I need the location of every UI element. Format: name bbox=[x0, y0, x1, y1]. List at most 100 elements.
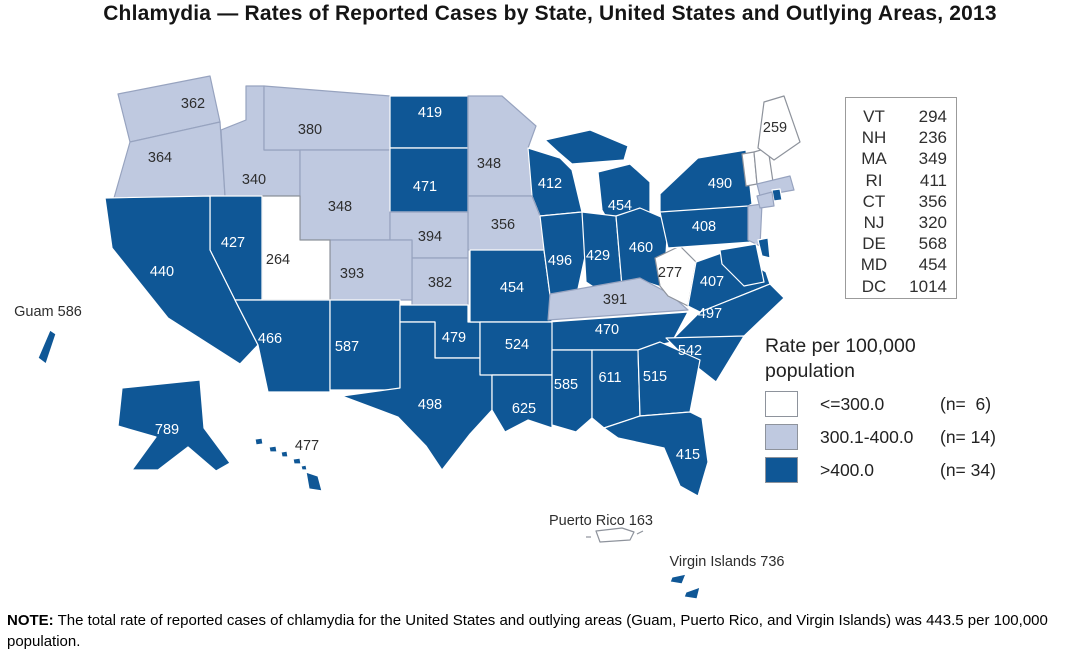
state-mt-shape bbox=[263, 85, 391, 151]
state-value-oh: 460 bbox=[628, 239, 654, 256]
state-ny-shape bbox=[659, 149, 753, 213]
state-hi-island-6 bbox=[305, 471, 323, 492]
state-al-shape bbox=[591, 349, 641, 429]
legend-swatch-low bbox=[765, 391, 798, 417]
territory-puerto-rico-shape bbox=[595, 527, 635, 543]
state-value-va: 407 bbox=[699, 273, 725, 290]
inset-abbr: DC bbox=[861, 276, 887, 296]
note-text: The total rate of reported cases of chla… bbox=[7, 612, 1048, 650]
state-md-shape bbox=[719, 243, 765, 287]
state-wy-shape bbox=[299, 149, 391, 241]
state-value-id: 340 bbox=[241, 171, 267, 188]
state-ms-shape bbox=[551, 349, 593, 433]
territory-virgin-islands-shape-2 bbox=[683, 586, 701, 600]
state-value-ny: 490 bbox=[707, 175, 733, 192]
state-value-me: 259 bbox=[762, 119, 788, 136]
state-value-or: 364 bbox=[147, 149, 173, 166]
state-value-az: 466 bbox=[257, 330, 283, 347]
state-hi-island-1 bbox=[254, 437, 264, 446]
state-value-tx: 498 bbox=[417, 396, 443, 413]
state-value-mo: 454 bbox=[499, 279, 525, 296]
state-value-wv: 277 bbox=[657, 264, 683, 281]
legend-title-line2: population bbox=[765, 360, 855, 382]
state-value-mt: 380 bbox=[297, 121, 323, 138]
northeast-values-rows: VT 294 NH 236 MA 349 RI 411 CT 356 NJ 320 DE 568 MD 454… bbox=[851, 106, 947, 297]
inset-value: 320 bbox=[918, 213, 947, 233]
state-ak-shape bbox=[117, 379, 231, 472]
inset-abbr: NJ bbox=[863, 213, 885, 233]
state-value-il: 496 bbox=[547, 252, 573, 269]
state-fl-shape bbox=[603, 411, 709, 497]
state-value-ia: 356 bbox=[490, 216, 516, 233]
legend-title-line1: Rate per 100,000 bbox=[765, 335, 916, 357]
inset-row-ri: RI 411 bbox=[851, 170, 948, 191]
state-value-nv: 427 bbox=[220, 234, 246, 251]
state-ct-shape bbox=[756, 191, 775, 209]
state-value-nc: 497 bbox=[697, 305, 723, 322]
state-value-hi: 477 bbox=[294, 437, 320, 454]
state-ga-shape bbox=[637, 341, 701, 417]
state-de-shape bbox=[757, 237, 771, 259]
inset-row-ma: MA 349 bbox=[851, 148, 947, 169]
state-value-tn: 470 bbox=[594, 321, 620, 338]
legend-range-mid: 300.1-400.0 bbox=[820, 426, 914, 447]
inset-row-vt: VT 294 bbox=[851, 106, 947, 127]
figure-title: Chlamydia — Rates of Reported Cases by S… bbox=[103, 2, 997, 25]
inset-row-nh: NH 236 bbox=[851, 127, 947, 148]
inset-abbr: DE bbox=[862, 234, 886, 254]
state-value-al: 611 bbox=[598, 369, 622, 386]
inset-abbr: CT bbox=[862, 191, 886, 211]
inset-abbr: RI bbox=[865, 170, 883, 190]
state-hi-island-4 bbox=[292, 457, 302, 465]
state-value-fl: 415 bbox=[675, 446, 701, 463]
inset-abbr: MD bbox=[860, 255, 888, 275]
state-tx-shape bbox=[341, 321, 493, 471]
state-value-ks: 382 bbox=[427, 274, 453, 291]
state-value-ut: 264 bbox=[265, 251, 291, 268]
state-value-nm: 587 bbox=[334, 338, 360, 355]
inset-value: 236 bbox=[918, 128, 947, 148]
territory-virgin-islands-shape-1 bbox=[669, 573, 687, 585]
state-mn-shape bbox=[467, 95, 537, 197]
state-value-nd: 419 bbox=[417, 104, 443, 121]
inset-row-dc: DC 1014 bbox=[851, 276, 947, 297]
state-value-mi: 454 bbox=[607, 197, 633, 214]
state-value-la: 625 bbox=[511, 400, 537, 417]
state-value-sd: 471 bbox=[412, 178, 438, 195]
state-value-mn: 348 bbox=[476, 155, 502, 172]
state-value-ar: 524 bbox=[504, 336, 530, 353]
legend-count-mid: (n= 14) bbox=[940, 426, 996, 447]
state-hi-island-5 bbox=[300, 464, 308, 471]
inset-abbr: MA bbox=[861, 149, 887, 169]
inset-row-md: MD 454 bbox=[851, 254, 947, 275]
legend-item-high: >400.0 (n= 34) bbox=[765, 457, 1075, 483]
legend-count-low: (n= 6) bbox=[940, 393, 992, 414]
state-value-sc: 542 bbox=[677, 342, 703, 359]
legend-item-low: <=300.0 (n= 6) bbox=[765, 391, 1075, 417]
state-value-in: 429 bbox=[585, 247, 611, 264]
inset-value: 349 bbox=[918, 149, 947, 169]
inset-row-de: DE 568 bbox=[851, 233, 947, 254]
state-value-ok: 479 bbox=[441, 329, 467, 346]
puerto-rico-islet-mark-2 bbox=[636, 530, 644, 535]
legend-item-mid: 300.1-400.0 (n= 14) bbox=[765, 424, 1075, 450]
state-me-shape bbox=[757, 95, 801, 161]
state-value-pa: 408 bbox=[691, 218, 717, 235]
inset-value: 454 bbox=[918, 255, 947, 275]
state-az-shape bbox=[234, 299, 331, 393]
state-value-wy: 348 bbox=[327, 198, 353, 215]
inset-value: 1014 bbox=[909, 276, 947, 296]
state-value-wa: 362 bbox=[180, 95, 206, 112]
territory-label: Guam 586 bbox=[14, 303, 82, 320]
legend-count-high: (n= 34) bbox=[940, 459, 996, 480]
inset-value: 356 bbox=[918, 191, 947, 211]
legend-range-high: >400.0 bbox=[820, 459, 875, 480]
inset-row-nj: NJ 320 bbox=[851, 212, 947, 233]
state-value-co: 393 bbox=[339, 265, 365, 282]
territory-label: Virgin Islands 736 bbox=[669, 553, 785, 570]
state-hi-island-3 bbox=[280, 450, 289, 458]
state-value-wi: 412 bbox=[537, 175, 563, 192]
inset-abbr: NH bbox=[861, 128, 887, 148]
legend-range-low: <=300.0 bbox=[820, 393, 885, 414]
inset-abbr: VT bbox=[863, 107, 885, 126]
